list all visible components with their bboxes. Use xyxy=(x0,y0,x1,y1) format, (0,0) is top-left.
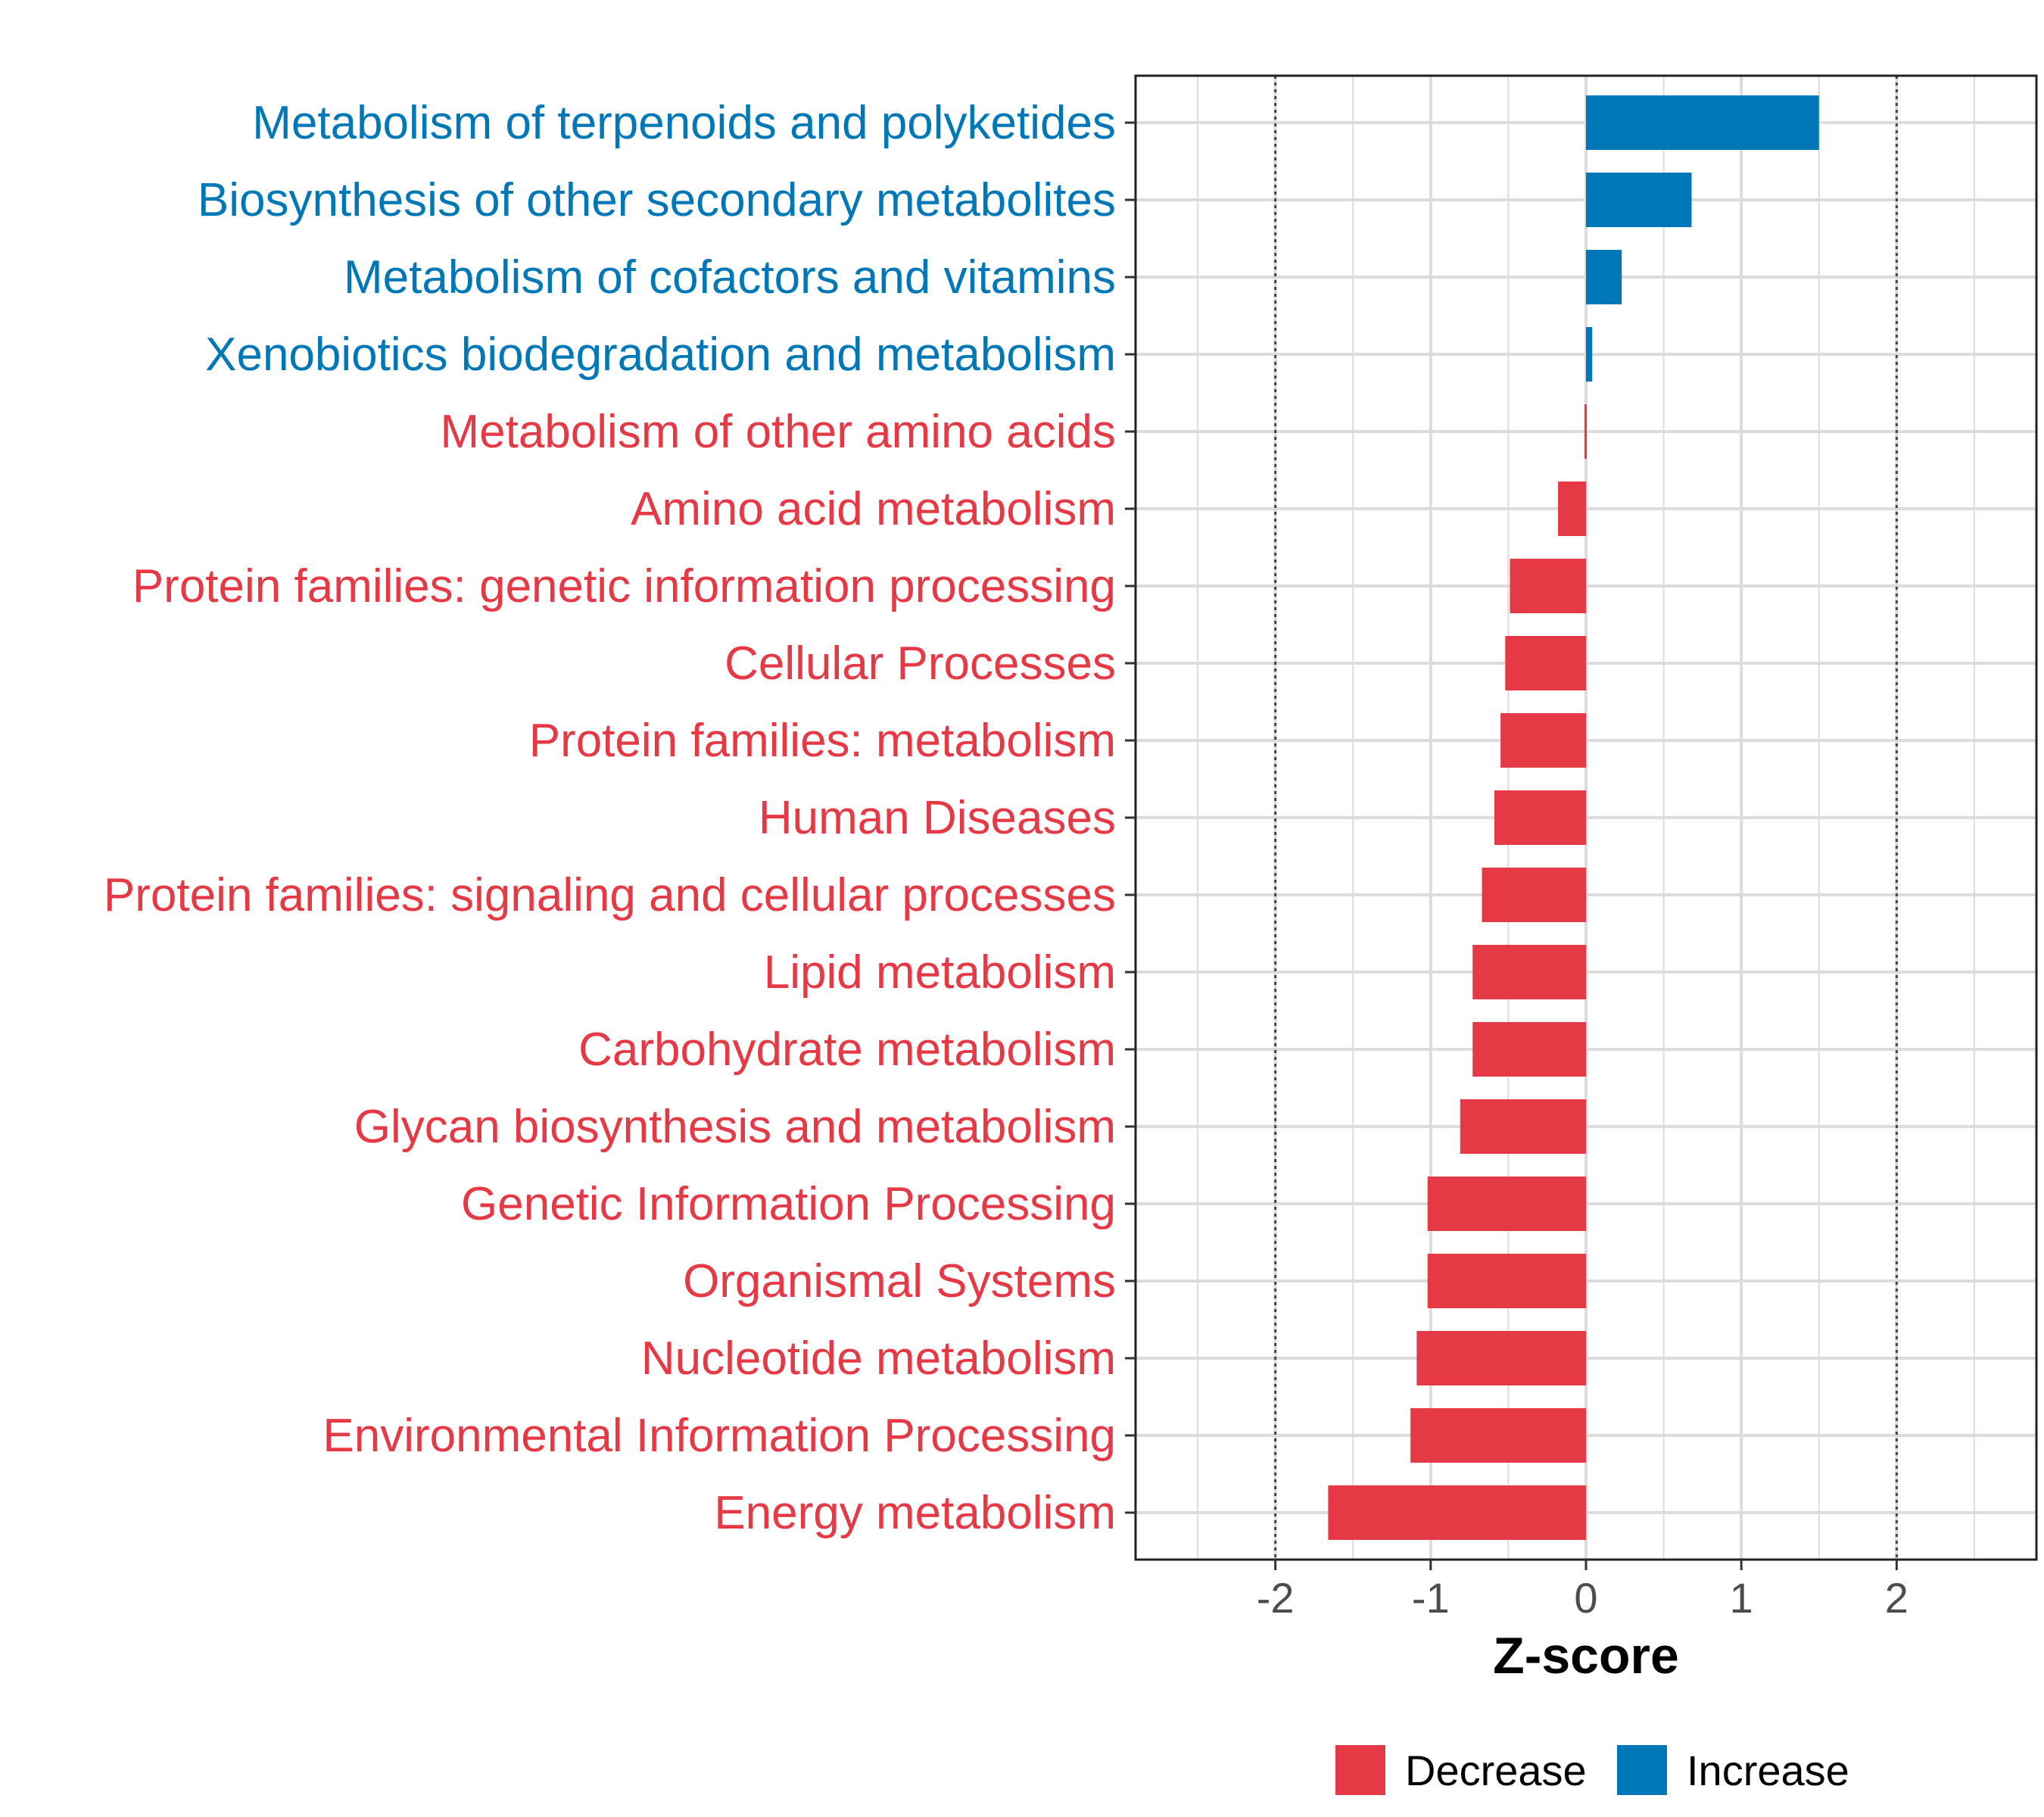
x-tick-label: -2 xyxy=(1257,1574,1295,1622)
bar xyxy=(1494,790,1586,845)
category-label: Amino acid metabolism xyxy=(631,483,1116,535)
bar xyxy=(1586,327,1593,382)
legend: Decrease Increase xyxy=(1335,1745,1849,1795)
bar xyxy=(1416,1331,1586,1385)
bar xyxy=(1410,1408,1586,1463)
category-label: Cellular Processes xyxy=(724,637,1116,690)
reference-lines xyxy=(1274,76,1898,1560)
category-label: Organismal Systems xyxy=(683,1255,1116,1307)
category-label: Xenobiotics biodegradation and metabolis… xyxy=(205,329,1116,381)
x-tick-label: 1 xyxy=(1730,1574,1753,1622)
legend-swatch-decrease xyxy=(1335,1745,1385,1795)
category-label: Carbohydrate metabolism xyxy=(578,1024,1116,1076)
bar xyxy=(1505,636,1586,690)
x-axis-ticks xyxy=(1274,1560,1898,1570)
bar xyxy=(1460,1099,1586,1154)
category-label: Genetic Information Processing xyxy=(461,1178,1116,1230)
bar xyxy=(1586,173,1692,227)
legend-label-increase: Increase xyxy=(1687,1747,1849,1794)
bar xyxy=(1586,95,1819,150)
y-axis-labels: Metabolism of terpenoids and polyketides… xyxy=(104,97,1116,1539)
x-axis-labels: -2 -1 0 1 2 xyxy=(1257,1574,1908,1622)
x-tick-label: 0 xyxy=(1574,1574,1597,1622)
bar xyxy=(1328,1485,1586,1540)
x-axis-title: Z-score xyxy=(1493,1627,1679,1685)
bar xyxy=(1558,482,1586,536)
bar xyxy=(1482,868,1586,922)
category-label: Energy metabolism xyxy=(714,1487,1116,1539)
x-tick-label: -1 xyxy=(1412,1574,1450,1622)
category-label: Metabolism of terpenoids and polyketides xyxy=(252,97,1116,149)
legend-swatch-increase xyxy=(1617,1745,1667,1795)
category-label: Protein families: metabolism xyxy=(529,715,1116,767)
legend-label-decrease: Decrease xyxy=(1405,1747,1587,1794)
category-label: Environmental Information Processing xyxy=(322,1410,1116,1462)
bar xyxy=(1427,1254,1586,1308)
category-label: Human Diseases xyxy=(759,792,1116,844)
bars xyxy=(1328,95,1819,1540)
y-axis-ticks xyxy=(1125,121,1136,1514)
bar xyxy=(1510,559,1586,613)
category-label: Biosynthesis of other secondary metaboli… xyxy=(198,174,1116,226)
category-label: Protein families: signaling and cellular… xyxy=(104,869,1116,921)
category-label: Metabolism of other amino acids xyxy=(440,406,1116,458)
bar xyxy=(1472,1022,1586,1077)
bar xyxy=(1584,404,1587,459)
bar xyxy=(1472,945,1586,999)
category-label: Protein families: genetic information pr… xyxy=(132,560,1116,612)
bar xyxy=(1427,1177,1586,1231)
x-tick-label: 2 xyxy=(1885,1574,1908,1622)
category-label: Lipid metabolism xyxy=(764,946,1116,999)
category-label: Metabolism of cofactors and vitamins xyxy=(344,251,1116,304)
bar xyxy=(1586,250,1622,304)
category-label: Glycan biosynthesis and metabolism xyxy=(354,1101,1116,1153)
category-label: Nucleotide metabolism xyxy=(641,1332,1116,1385)
bar xyxy=(1500,713,1586,768)
